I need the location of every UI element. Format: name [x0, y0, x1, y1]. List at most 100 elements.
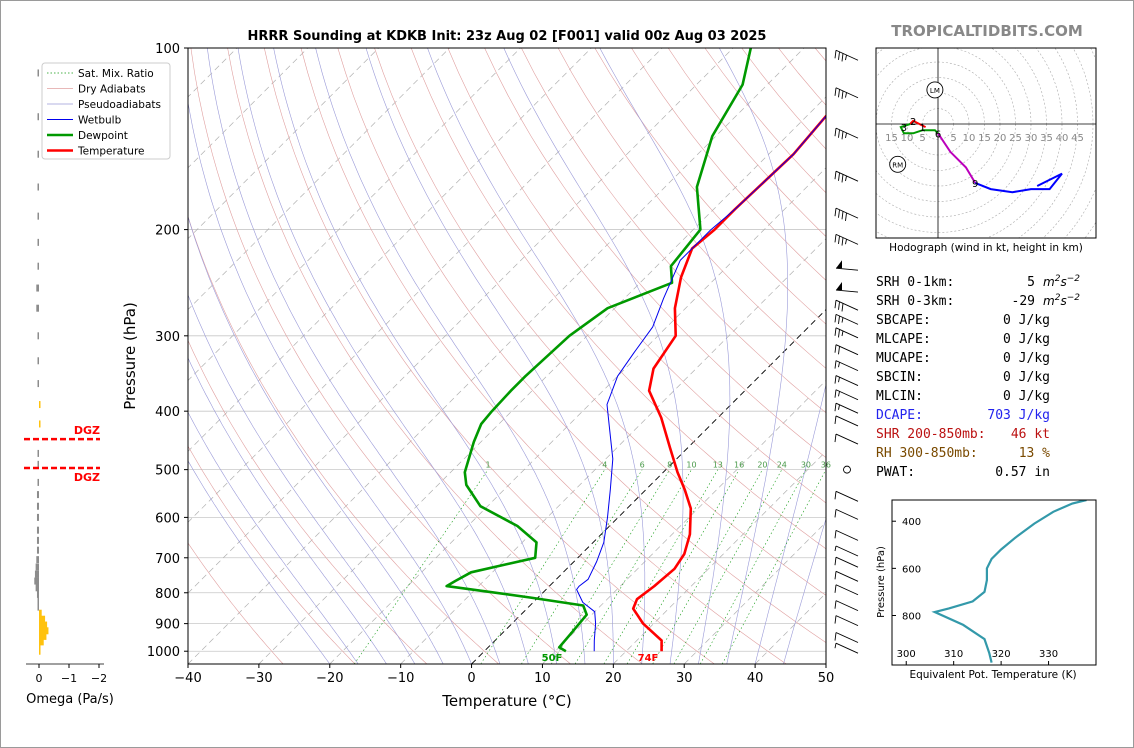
wind-barb [834, 327, 859, 339]
omega-panel: DGZ DGZ [24, 69, 100, 655]
wind-barb [834, 529, 859, 541]
stat-unit: m2s−2 [1043, 293, 1080, 308]
pressure-tick-label: 1000 [147, 645, 180, 660]
mixing-ratio-label: 10 [686, 461, 696, 470]
omega-bar [36, 304, 39, 312]
temperature-tick-label: 20 [605, 671, 622, 686]
dgz-label: DGZ [74, 471, 100, 484]
wind-barb [834, 402, 859, 414]
wind-barb [835, 260, 859, 271]
omega-bar [37, 380, 39, 388]
stat-label: SRH 0-3km: [876, 294, 954, 309]
temperature-tick-label: −20 [316, 671, 343, 686]
wind-barb [834, 600, 859, 612]
legend-entry: Dewpoint [78, 130, 128, 142]
omega-bar [39, 627, 49, 635]
wind-barb [834, 360, 859, 372]
stat-label: MUCAPE: [876, 351, 931, 366]
omega-bar [36, 502, 39, 510]
omega-bar [39, 638, 44, 646]
hodograph-ring-label: 15 [978, 133, 991, 144]
wind-barb [834, 642, 859, 654]
omega-bar [37, 332, 39, 340]
storm-motion-marker [926, 81, 944, 99]
wind-barb [834, 87, 859, 100]
wind-barb [834, 584, 859, 596]
stat-label: MLCAPE: [876, 332, 931, 347]
omega-bar [37, 238, 39, 246]
temperature-tick-label: 0 [467, 671, 475, 686]
temperature-tick-label: 50 [818, 671, 835, 686]
stat-label: SRH 0-1km: [876, 275, 954, 290]
omega-bar [37, 603, 39, 611]
pressure-tick-label: 100 [155, 42, 180, 57]
theta-e-x-tick: 330 [1039, 649, 1058, 660]
omega-bar [36, 536, 39, 544]
mixing-ratio-label: 13 [713, 461, 723, 470]
wind-barb [834, 389, 859, 401]
legend-entry: Pseudoadiabats [78, 99, 161, 111]
theta-e-x-label: Equivalent Pot. Temperature (K) [909, 669, 1076, 681]
omega-bar [36, 491, 39, 499]
wind-barb [834, 313, 859, 325]
mixing-ratio-label: 6 [640, 461, 645, 470]
mixing-ratio-label: 4 [602, 461, 607, 470]
pressure-axis-label: Pressure (hPa) [121, 302, 139, 410]
surface-temperature-label: 74F [638, 653, 659, 664]
stat-unit: m2s−2 [1043, 274, 1080, 289]
hodograph-ring-label: 25 [1009, 133, 1022, 144]
omega-axis-ticks: 0 −1 −2 [36, 664, 107, 685]
omega-bar [39, 420, 41, 428]
wind-barb [834, 415, 859, 427]
dgz-label: DGZ [74, 424, 100, 437]
omega-bar [37, 69, 39, 77]
wind-barb [834, 433, 859, 445]
omega-tick-label: −2 [91, 672, 107, 685]
omega-bar [37, 460, 39, 468]
skewt-title: HRRR Sounding at KDKB Init: 23z Aug 02 [… [248, 29, 767, 44]
temperature-tick-label: 10 [534, 671, 551, 686]
omega-tick-label: −1 [61, 672, 77, 685]
omega-bar [36, 284, 39, 292]
wind-barb [834, 570, 859, 582]
wind-barb [834, 49, 859, 62]
mixing-ratio-lines [354, 469, 826, 664]
hodograph-ring-label: 30 [1025, 133, 1038, 144]
branding-logo: TROPICALTIDBITS.COM [891, 22, 1083, 40]
hodograph-height-label: 9 [972, 179, 978, 190]
wind-barb [843, 465, 851, 474]
stat-value: 0.57 in [995, 465, 1050, 480]
skewt-background-lines [188, 48, 826, 664]
skewt-legend: Sat. Mix. Ratio Dry Adiabats Pseudoadiabat… [41, 62, 171, 160]
pressure-tick-label: 500 [155, 464, 180, 479]
mixing-ratio-label: 1 [485, 461, 490, 470]
wind-barb [834, 299, 859, 312]
wind-barb [834, 207, 859, 222]
theta-e-line [931, 500, 1087, 663]
omega-bar [37, 449, 39, 457]
surface-dewpoint-label: 50F [542, 653, 563, 664]
theta-e-axis-ticks: 300 310 320 330 400 600 800 [892, 517, 1058, 665]
hodograph-ring-label: 15 [885, 133, 898, 144]
omega-bar [37, 183, 39, 191]
hodograph-grid [876, 48, 1096, 238]
stat-value: -29 [1012, 294, 1035, 309]
theta-e-y-tick: 800 [902, 612, 921, 623]
pressure-tick-label: 900 [155, 618, 180, 633]
mixing-ratio-label: 20 [757, 461, 767, 470]
storm-motion-label: LM [930, 87, 940, 95]
mixing-ratio-label: 8 [667, 461, 672, 470]
wind-barb [834, 490, 859, 502]
stat-value: 703 J/kg [987, 408, 1050, 423]
pressure-tick-label: 700 [155, 552, 180, 567]
omega-bar [39, 632, 47, 640]
omega-bar [36, 590, 39, 598]
omega-bar [36, 513, 39, 521]
stat-label: PWAT: [876, 465, 915, 480]
stat-label: SBCAPE: [876, 313, 931, 328]
hodograph-height-label: 3 [901, 123, 907, 134]
stat-label: DCAPE: [876, 408, 923, 423]
skewt-profiles [445, 48, 826, 653]
pressure-axis-ticks: 1000 900 800 700 600 500 400 300 200 100 [147, 42, 188, 660]
stat-value: 46 kt [1011, 427, 1050, 442]
